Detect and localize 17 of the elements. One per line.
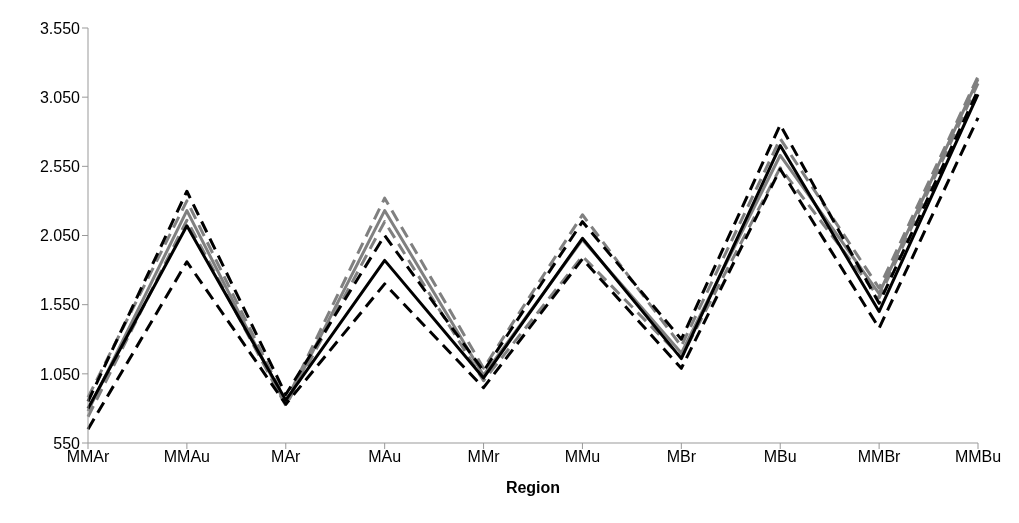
y-tick-label: 2.550 xyxy=(39,158,81,176)
y-tick-label: 1.550 xyxy=(39,296,81,314)
x-tick-label: MMBu xyxy=(954,448,1002,466)
y-tick-label: 1.050 xyxy=(39,365,81,383)
y-tick-label: 3.050 xyxy=(39,88,81,106)
x-tick-label: MBu xyxy=(763,448,797,466)
x-tick-label: MMAu xyxy=(163,448,211,466)
y-tick-label: 2.050 xyxy=(39,227,81,245)
y-tick-label: 3.550 xyxy=(39,19,81,37)
x-tick-label: MMr xyxy=(467,448,501,466)
x-tick-label: MAu xyxy=(368,448,402,466)
x-tick-label: MMBr xyxy=(857,448,902,466)
x-tick-label: MBr xyxy=(666,448,697,466)
x-axis-title: Region xyxy=(505,479,561,496)
x-tick-label: MAr xyxy=(271,448,302,466)
x-tick-label: MMAr xyxy=(66,448,110,466)
x-tick-label: MMu xyxy=(564,448,601,466)
